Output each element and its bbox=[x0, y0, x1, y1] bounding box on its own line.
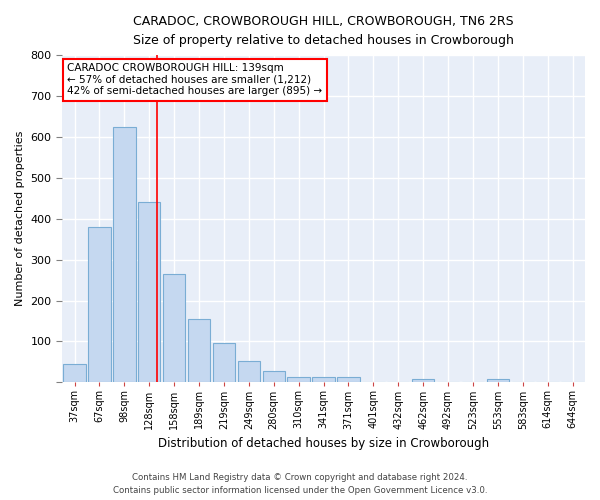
Bar bbox=[64, 364, 86, 382]
Bar bbox=[287, 376, 310, 382]
Title: CARADOC, CROWBOROUGH HILL, CROWBOROUGH, TN6 2RS
Size of property relative to det: CARADOC, CROWBOROUGH HILL, CROWBOROUGH, … bbox=[133, 15, 514, 47]
Bar bbox=[163, 274, 185, 382]
Bar bbox=[113, 126, 136, 382]
Bar bbox=[88, 227, 110, 382]
X-axis label: Distribution of detached houses by size in Crowborough: Distribution of detached houses by size … bbox=[158, 437, 489, 450]
Text: CARADOC CROWBOROUGH HILL: 139sqm
← 57% of detached houses are smaller (1,212)
42: CARADOC CROWBOROUGH HILL: 139sqm ← 57% o… bbox=[67, 64, 322, 96]
Bar bbox=[313, 378, 335, 382]
Bar bbox=[213, 344, 235, 382]
Y-axis label: Number of detached properties: Number of detached properties bbox=[15, 131, 25, 306]
Bar bbox=[263, 371, 285, 382]
Bar bbox=[138, 202, 160, 382]
Bar bbox=[238, 361, 260, 382]
Bar bbox=[487, 379, 509, 382]
Bar bbox=[412, 379, 434, 382]
Text: Contains HM Land Registry data © Crown copyright and database right 2024.
Contai: Contains HM Land Registry data © Crown c… bbox=[113, 474, 487, 495]
Bar bbox=[188, 319, 210, 382]
Bar bbox=[337, 378, 359, 382]
